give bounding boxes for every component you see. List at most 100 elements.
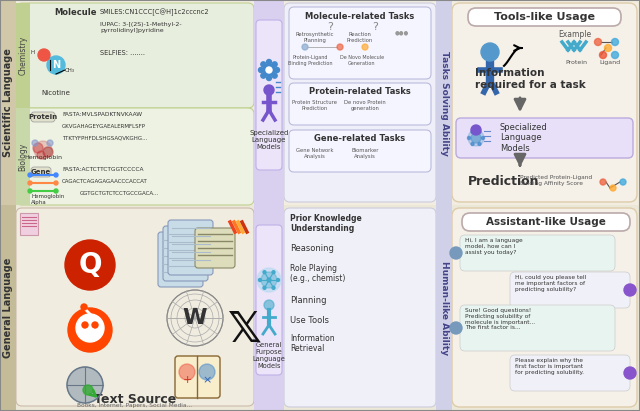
Bar — [436, 205, 452, 411]
Circle shape — [264, 300, 274, 310]
Text: Information
Retrieval: Information Retrieval — [290, 334, 335, 353]
Circle shape — [266, 67, 272, 73]
Circle shape — [81, 304, 87, 310]
Circle shape — [33, 143, 43, 153]
FancyBboxPatch shape — [289, 130, 431, 172]
Circle shape — [68, 308, 112, 352]
FancyBboxPatch shape — [456, 118, 633, 158]
FancyBboxPatch shape — [462, 213, 630, 231]
Circle shape — [82, 322, 88, 328]
Circle shape — [199, 364, 215, 380]
Circle shape — [468, 130, 484, 146]
Text: Nicotine: Nicotine — [42, 90, 70, 96]
FancyBboxPatch shape — [460, 235, 615, 271]
FancyBboxPatch shape — [256, 20, 282, 170]
FancyBboxPatch shape — [31, 112, 55, 122]
Text: Human-like Ability: Human-like Ability — [440, 261, 449, 355]
Circle shape — [302, 44, 308, 50]
Text: Use Tools: Use Tools — [290, 316, 329, 325]
Text: Chemistry: Chemistry — [19, 35, 28, 75]
Text: Planning: Planning — [290, 296, 326, 305]
Text: FASTA:MVLSPADKTNVKAAW: FASTA:MVLSPADKTNVKAAW — [62, 112, 142, 117]
FancyBboxPatch shape — [460, 305, 615, 351]
Text: Hi, could you please tell
me important factors of
predicting solubility?: Hi, could you please tell me important f… — [515, 275, 586, 291]
Text: GKVGAHAGEYGAEALERMFLSFP: GKVGAHAGEYGAEALERMFLSFP — [62, 124, 146, 129]
Text: Protein: Protein — [565, 60, 587, 65]
Bar — [16, 108, 30, 205]
Text: SELFIES: .......: SELFIES: ....... — [100, 50, 145, 56]
Text: Reaction
Prediction: Reaction Prediction — [347, 32, 373, 43]
FancyBboxPatch shape — [168, 220, 213, 275]
Circle shape — [28, 189, 32, 193]
Text: Protein Structure
Prediction: Protein Structure Prediction — [292, 100, 337, 111]
Circle shape — [620, 179, 626, 185]
Text: CAGACTCAGAGAGAACCCACCAT: CAGACTCAGAGAGAACCCACCAT — [62, 179, 148, 184]
Circle shape — [67, 367, 103, 403]
Circle shape — [611, 51, 618, 58]
Text: Training: Training — [264, 79, 274, 127]
Circle shape — [261, 272, 277, 288]
Text: W: W — [183, 308, 207, 328]
Text: Predicted Protein-Ligand
Binding Affinity Score: Predicted Protein-Ligand Binding Affinit… — [520, 175, 592, 186]
FancyBboxPatch shape — [452, 3, 637, 202]
Text: Molecule-related Tasks: Molecule-related Tasks — [305, 12, 415, 21]
Text: General Language: General Language — [3, 258, 13, 358]
Bar — [16, 3, 30, 108]
Text: Prediction: Prediction — [468, 175, 540, 188]
Circle shape — [34, 141, 52, 159]
FancyBboxPatch shape — [510, 272, 630, 308]
Circle shape — [261, 62, 266, 67]
Text: ?: ? — [372, 22, 378, 32]
Circle shape — [83, 385, 93, 395]
FancyBboxPatch shape — [158, 232, 203, 287]
Bar — [0, 205, 640, 411]
FancyBboxPatch shape — [256, 225, 282, 375]
FancyBboxPatch shape — [163, 226, 208, 281]
Circle shape — [37, 151, 45, 159]
Circle shape — [275, 67, 280, 72]
FancyBboxPatch shape — [510, 355, 630, 391]
Circle shape — [272, 73, 277, 78]
Circle shape — [167, 290, 223, 346]
Text: Ligand: Ligand — [600, 60, 621, 65]
FancyBboxPatch shape — [16, 3, 254, 108]
Circle shape — [54, 173, 58, 177]
Bar — [0, 0, 640, 205]
Bar — [254, 0, 284, 205]
Bar — [0, 205, 16, 411]
Circle shape — [595, 39, 602, 46]
FancyBboxPatch shape — [195, 228, 235, 268]
Text: Please explain why the
first factor is important
for predicting solubility.: Please explain why the first factor is i… — [515, 358, 584, 374]
Text: Specialized
Language
Models: Specialized Language Models — [250, 130, 289, 150]
Text: FASTA:ACTCTTCTGGTCCCCA: FASTA:ACTCTTCTGGTCCCCA — [62, 167, 143, 172]
Text: Gene-related Tasks: Gene-related Tasks — [314, 134, 406, 143]
Text: IUPAC: 3-[(2S)-1-Methyl-2-
pyrrolidinyl]pyridine: IUPAC: 3-[(2S)-1-Methyl-2- pyrrolidinyl]… — [100, 22, 182, 33]
Circle shape — [610, 185, 616, 191]
Text: SMILES:CN1CCC[C@H]1c2cccnc2: SMILES:CN1CCC[C@H]1c2cccnc2 — [100, 8, 210, 16]
Text: Biology: Biology — [19, 143, 28, 171]
Circle shape — [266, 60, 271, 65]
Text: Molecule: Molecule — [54, 8, 97, 17]
Text: Gene Network
Analysis: Gene Network Analysis — [296, 148, 333, 159]
Circle shape — [600, 179, 606, 185]
Circle shape — [481, 43, 499, 61]
Bar — [436, 0, 452, 205]
FancyBboxPatch shape — [284, 208, 436, 407]
Circle shape — [257, 268, 281, 292]
Text: Role Playing
(e.g., chemist): Role Playing (e.g., chemist) — [290, 264, 346, 284]
Text: ×: × — [202, 375, 212, 385]
Circle shape — [54, 181, 58, 185]
Circle shape — [272, 62, 277, 67]
Text: Protein: Protein — [28, 114, 58, 120]
Circle shape — [28, 181, 32, 185]
Circle shape — [43, 147, 53, 157]
Text: GGTGCTGTCTCCTGCCGACA...: GGTGCTGTCTCCTGCCGACA... — [80, 191, 159, 196]
Text: Tasks Solving Ability: Tasks Solving Ability — [440, 51, 449, 155]
FancyBboxPatch shape — [289, 7, 431, 79]
Circle shape — [611, 39, 618, 46]
Text: Example: Example — [559, 30, 591, 39]
Text: Hi, I am a language
model, how can I
assist you today?: Hi, I am a language model, how can I ass… — [465, 238, 523, 254]
Text: Gene: Gene — [31, 169, 51, 175]
Text: Reasoning: Reasoning — [290, 244, 334, 253]
Text: N: N — [52, 60, 60, 70]
